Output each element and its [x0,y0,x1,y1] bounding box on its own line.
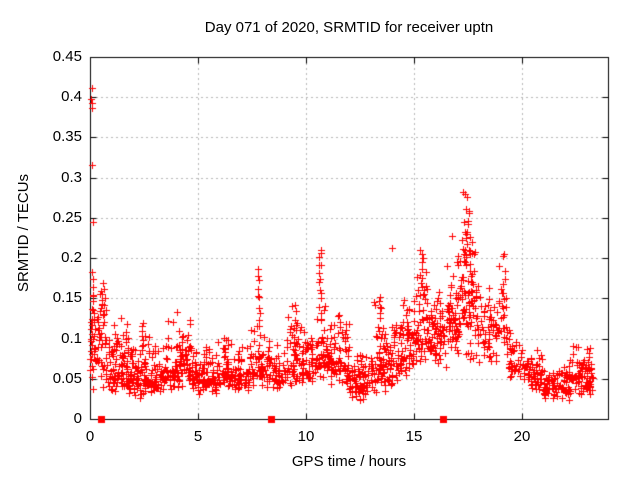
x-tick-label: 5 [193,428,203,445]
y-tick-label: 0.15 [52,289,82,306]
y-tick-label: 0.35 [52,128,82,145]
x-axis-label: GPS time / hours [291,453,407,470]
chart-title: Day 071 of 2020, SRMTID for receiver upt… [204,19,494,36]
y-tick-label: 0.3 [61,169,82,186]
y-tick-label: 0.4 [61,88,82,105]
y-tick-label: 0 [73,410,82,427]
y-tick-label: 0.05 [52,370,82,387]
x-tick-label: 10 [297,428,315,445]
x-tick-label: 20 [513,428,531,445]
y-tick-label: 0.25 [52,209,82,226]
y-tick-label: 0.45 [52,48,82,65]
x-tick-label: 0 [85,428,95,445]
y-tick-label: 0.1 [61,330,82,347]
x-tick-label: 15 [405,428,423,445]
y-tick-label: 0.2 [61,249,82,266]
